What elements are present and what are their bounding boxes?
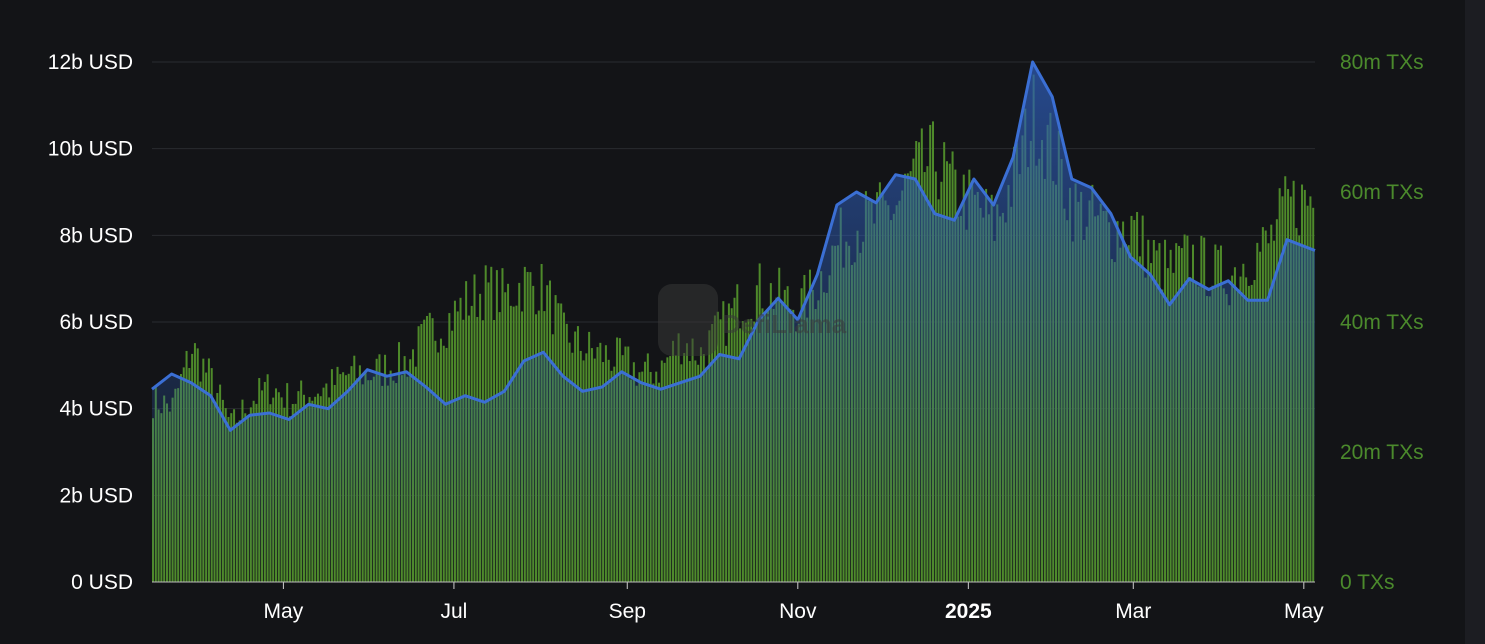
y-left-tick-label: 4b USD: [59, 398, 133, 421]
x-tick-label: May: [264, 600, 304, 623]
svg-text:DefiLlama: DefiLlama: [722, 309, 847, 339]
y-right-tick-label: 80m TXs: [1340, 51, 1424, 74]
y-axis-right: 0 TXs 20m TXs 40m TXs 60m TXs 80m TXs: [1340, 51, 1424, 594]
y-left-tick-label: 12b USD: [48, 51, 133, 74]
y-right-tick-label: 0 TXs: [1340, 571, 1394, 594]
watermark-logo: DefiLlama: [658, 284, 847, 356]
tvl-area: [152, 62, 1315, 582]
y-left-tick-label: 6b USD: [59, 311, 133, 334]
x-axis: May Jul Sep Nov 2025 Mar May: [152, 581, 1324, 623]
x-tick-label: Nov: [779, 600, 817, 623]
tvl-line: [151, 60, 1316, 432]
y-left-tick-label: 8b USD: [59, 224, 133, 247]
x-tick-label: Jul: [441, 600, 468, 623]
y-left-tick-label: 2b USD: [59, 484, 133, 507]
y-left-tick-label: 10b USD: [48, 138, 133, 161]
x-tick-label: May: [1284, 600, 1324, 623]
x-tick-label: Sep: [609, 600, 646, 623]
y-right-tick-label: 20m TXs: [1340, 441, 1424, 464]
y-axis-left: 0 USD 2b USD 4b USD 6b USD 8b USD 10b USD 12b …: [48, 51, 133, 594]
x-tick-label: Mar: [1115, 600, 1151, 623]
x-tick-label: 2025: [945, 600, 992, 623]
y-right-tick-label: 40m TXs: [1340, 311, 1424, 334]
y-left-tick-label: 0 USD: [71, 571, 133, 594]
right-edge-strip: [1465, 0, 1485, 644]
y-right-tick-label: 60m TXs: [1340, 181, 1424, 204]
